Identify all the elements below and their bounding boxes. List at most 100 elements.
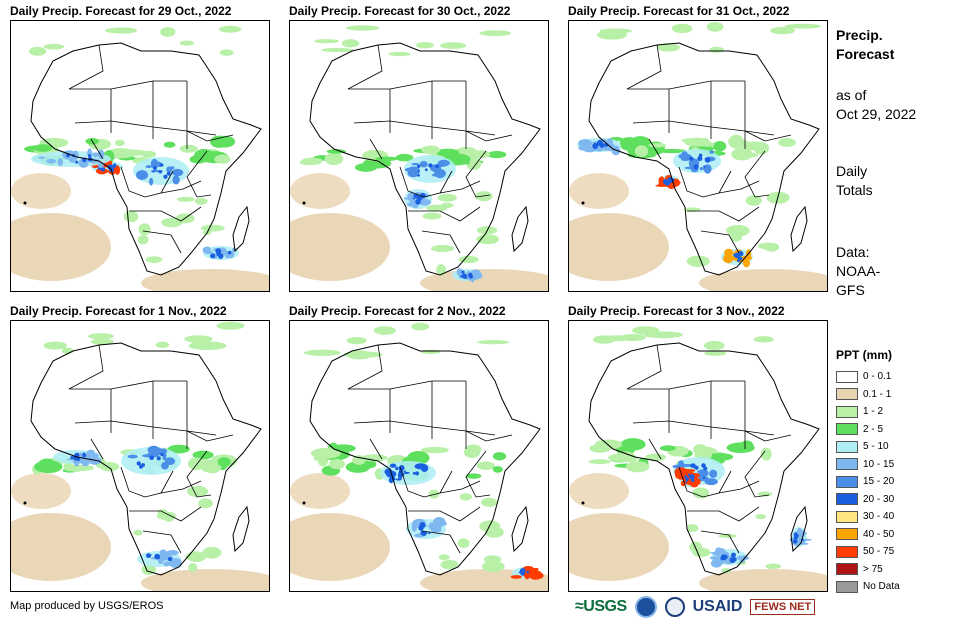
continent-outline <box>588 342 820 576</box>
rain-area <box>778 137 796 148</box>
rain-area <box>528 570 543 580</box>
rain-area <box>152 170 155 173</box>
rain-area <box>161 217 183 228</box>
rain-area <box>194 197 208 205</box>
rain-area <box>141 463 145 467</box>
rain-area <box>215 135 236 148</box>
country-border <box>353 120 496 136</box>
rain-area <box>375 156 399 162</box>
panel-title: Daily Precip. Forecast for 30 Oct., 2022 <box>289 4 511 18</box>
precip-map <box>289 320 549 592</box>
dry-area <box>11 473 71 509</box>
country-border <box>399 466 453 498</box>
rain-area <box>431 173 441 177</box>
rain-area <box>479 30 511 37</box>
country-border <box>648 438 662 460</box>
country-border <box>700 230 740 254</box>
country-border <box>718 180 760 194</box>
country-border <box>186 130 234 142</box>
rain-area <box>186 485 209 498</box>
rain-area <box>709 46 724 53</box>
legend-label: 1 - 2 <box>863 406 884 418</box>
legend-swatch <box>836 563 858 576</box>
map-credit: Map produced by USGS/EROS <box>10 600 164 612</box>
rain-area <box>166 171 171 176</box>
country-border <box>110 80 187 90</box>
rain-area <box>90 338 114 345</box>
rain-area <box>656 43 680 52</box>
rain-area <box>411 523 417 532</box>
country-border <box>626 344 662 390</box>
rain-area <box>465 444 482 455</box>
precip-map <box>568 320 828 592</box>
island-outline <box>790 505 808 553</box>
continent-outline <box>30 42 262 276</box>
country-border <box>353 420 496 436</box>
legend-row: No Data <box>836 578 956 596</box>
rain-area <box>145 165 153 169</box>
legend-label: 10 - 15 <box>863 458 895 470</box>
rain-area <box>167 444 190 454</box>
rain-area <box>629 136 651 149</box>
data-source: Data: NOAA- GFS <box>836 243 880 300</box>
rain-area <box>725 257 734 261</box>
country-border <box>718 480 760 494</box>
precip-map <box>568 20 828 292</box>
legend-label: 5 - 10 <box>863 441 889 453</box>
rain-area <box>216 251 222 257</box>
rain-area <box>770 26 796 35</box>
rain-area <box>389 463 397 468</box>
rain-area <box>424 531 428 535</box>
rain-area <box>694 465 699 470</box>
rain-area <box>745 195 762 206</box>
rain-area <box>578 138 593 148</box>
legend-row: 10 - 15 <box>836 456 956 474</box>
rain-area <box>684 137 710 147</box>
rain-area <box>739 256 743 260</box>
legend-label: 20 - 30 <box>863 493 895 505</box>
rain-area <box>434 521 441 530</box>
rain-area <box>420 349 441 355</box>
rain-area <box>739 556 746 563</box>
rain-area <box>388 51 411 57</box>
rain-area <box>760 447 772 461</box>
island-outline <box>232 205 250 253</box>
totals-label: Daily Totals <box>836 162 873 200</box>
legend-row: 20 - 30 <box>836 491 956 509</box>
rain-area <box>702 476 706 479</box>
rain-area <box>328 458 345 470</box>
rain-area <box>461 273 467 279</box>
rain-area <box>184 335 213 343</box>
rain-area <box>159 549 167 557</box>
dry-area <box>141 569 269 591</box>
country-border <box>389 80 466 90</box>
rain-area <box>648 143 667 148</box>
country-border <box>421 230 461 254</box>
country-border <box>465 430 513 442</box>
rain-area <box>461 270 465 274</box>
rain-area <box>420 446 449 454</box>
rain-area <box>625 461 650 473</box>
rain-area <box>324 152 344 166</box>
rain-area <box>737 251 744 257</box>
rain-area <box>465 473 482 479</box>
rain-area <box>43 43 65 50</box>
continent-outline <box>30 342 262 576</box>
rain-area <box>200 224 225 232</box>
rain-area <box>92 152 99 158</box>
rain-area <box>726 442 755 454</box>
rain-area <box>361 454 388 462</box>
rain-area <box>137 234 149 245</box>
rain-area <box>689 474 695 480</box>
rain-area <box>185 551 207 562</box>
country-border <box>347 44 383 90</box>
rain-area <box>685 480 688 483</box>
dry-area <box>699 269 827 291</box>
rain-area <box>138 223 151 236</box>
country-border <box>632 420 775 436</box>
rain-area <box>704 340 725 351</box>
rain-area <box>299 159 322 166</box>
rain-area <box>395 478 402 481</box>
country-border <box>110 380 187 390</box>
rain-area <box>704 157 711 163</box>
